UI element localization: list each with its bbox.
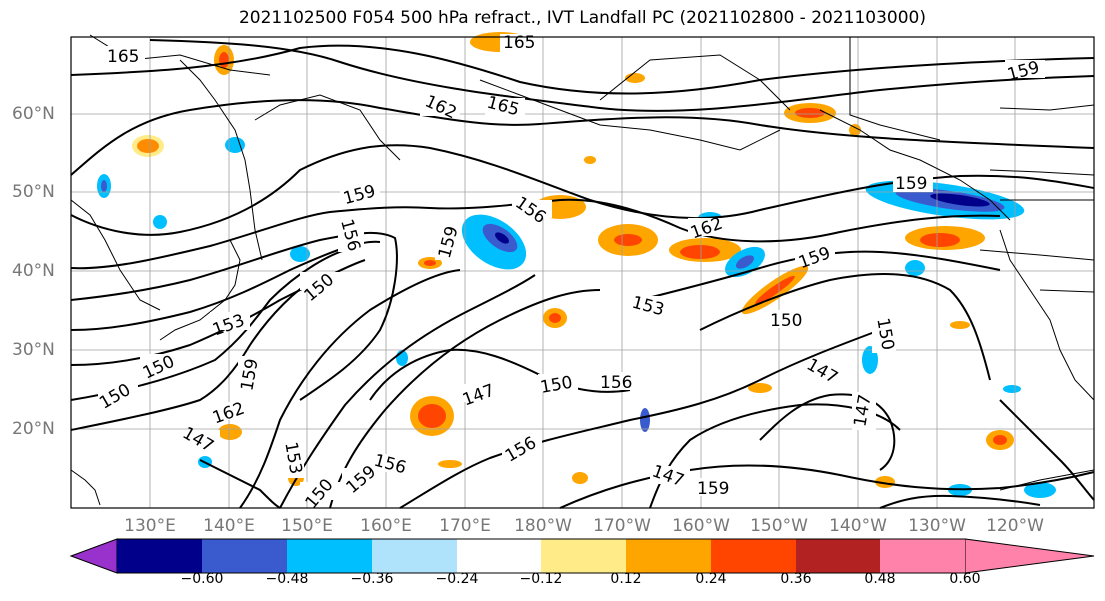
colorbar-tick-label: 0.12 bbox=[610, 571, 642, 587]
lat-label: 60°N bbox=[12, 104, 55, 124]
lon-label: 140°W bbox=[829, 516, 887, 536]
colorbar-tick-label: 0.60 bbox=[949, 571, 981, 587]
contour-label-backgrounds bbox=[98, 34, 1045, 500]
contour-label: 156 bbox=[600, 373, 632, 393]
contour-label: 147 bbox=[649, 461, 686, 491]
map-title: 2021102500 F054 500 hPa refract., IVT La… bbox=[238, 8, 926, 28]
colorbar-segment bbox=[796, 539, 880, 573]
contour-label: 150 bbox=[770, 311, 802, 331]
colorbar-extend-low bbox=[69, 538, 118, 574]
contour-label: 165 bbox=[107, 47, 139, 67]
coastlines bbox=[70, 34, 1095, 506]
colorbar-tick-label: −0.48 bbox=[265, 571, 309, 587]
colorbar-segment bbox=[372, 539, 457, 573]
lat-label: 30°N bbox=[12, 340, 55, 360]
map-frame bbox=[70, 36, 1095, 509]
lon-label: 120°W bbox=[986, 516, 1044, 536]
colorbar-segment bbox=[626, 539, 711, 573]
lat-label: 20°N bbox=[12, 419, 55, 439]
contour-label: 147 bbox=[179, 423, 217, 457]
colorbar bbox=[69, 538, 1095, 574]
colorbar-tick-label: −0.12 bbox=[519, 571, 563, 587]
lon-label: 150°E bbox=[281, 516, 333, 536]
colorbar-extend-high bbox=[964, 538, 1095, 574]
contour-label: 165 bbox=[503, 33, 535, 53]
contour-label: 159 bbox=[895, 174, 927, 194]
colorbar-tick-label: −0.60 bbox=[180, 571, 224, 587]
lon-label: 130°E bbox=[124, 516, 176, 536]
colorbar-segment bbox=[880, 539, 965, 573]
colorbar-segment bbox=[287, 539, 372, 573]
contour-label: 159 bbox=[697, 479, 729, 499]
colorbar-segment bbox=[541, 539, 626, 573]
contour-label: 150 bbox=[539, 373, 574, 398]
colorbar-segment bbox=[117, 539, 202, 573]
colorbar-segment bbox=[202, 539, 287, 573]
lat-label: 50°N bbox=[12, 182, 55, 202]
contour-label: 147 bbox=[803, 355, 841, 389]
lon-label: 160°W bbox=[672, 516, 730, 536]
contour-label: 159 bbox=[796, 243, 833, 273]
lat-label: 40°N bbox=[12, 261, 55, 281]
colorbar-segment bbox=[711, 539, 796, 573]
colorbar-tick-label: 0.36 bbox=[780, 571, 812, 587]
lon-label: 150°W bbox=[750, 516, 808, 536]
lon-label: 130°W bbox=[908, 516, 966, 536]
lon-label: 180°W bbox=[514, 516, 572, 536]
colorbar-tick-label: −0.36 bbox=[350, 571, 394, 587]
lon-label: 140°E bbox=[203, 516, 255, 536]
lon-label: 170°E bbox=[439, 516, 491, 536]
lon-label: 170°W bbox=[593, 516, 651, 536]
colorbar-tick-label: 0.24 bbox=[695, 571, 727, 587]
lon-label: 160°E bbox=[360, 516, 412, 536]
colorbar-segment bbox=[457, 539, 541, 573]
colorbar-tick-label: −0.24 bbox=[435, 571, 479, 587]
colorbar-tick-label: 0.48 bbox=[864, 571, 896, 587]
